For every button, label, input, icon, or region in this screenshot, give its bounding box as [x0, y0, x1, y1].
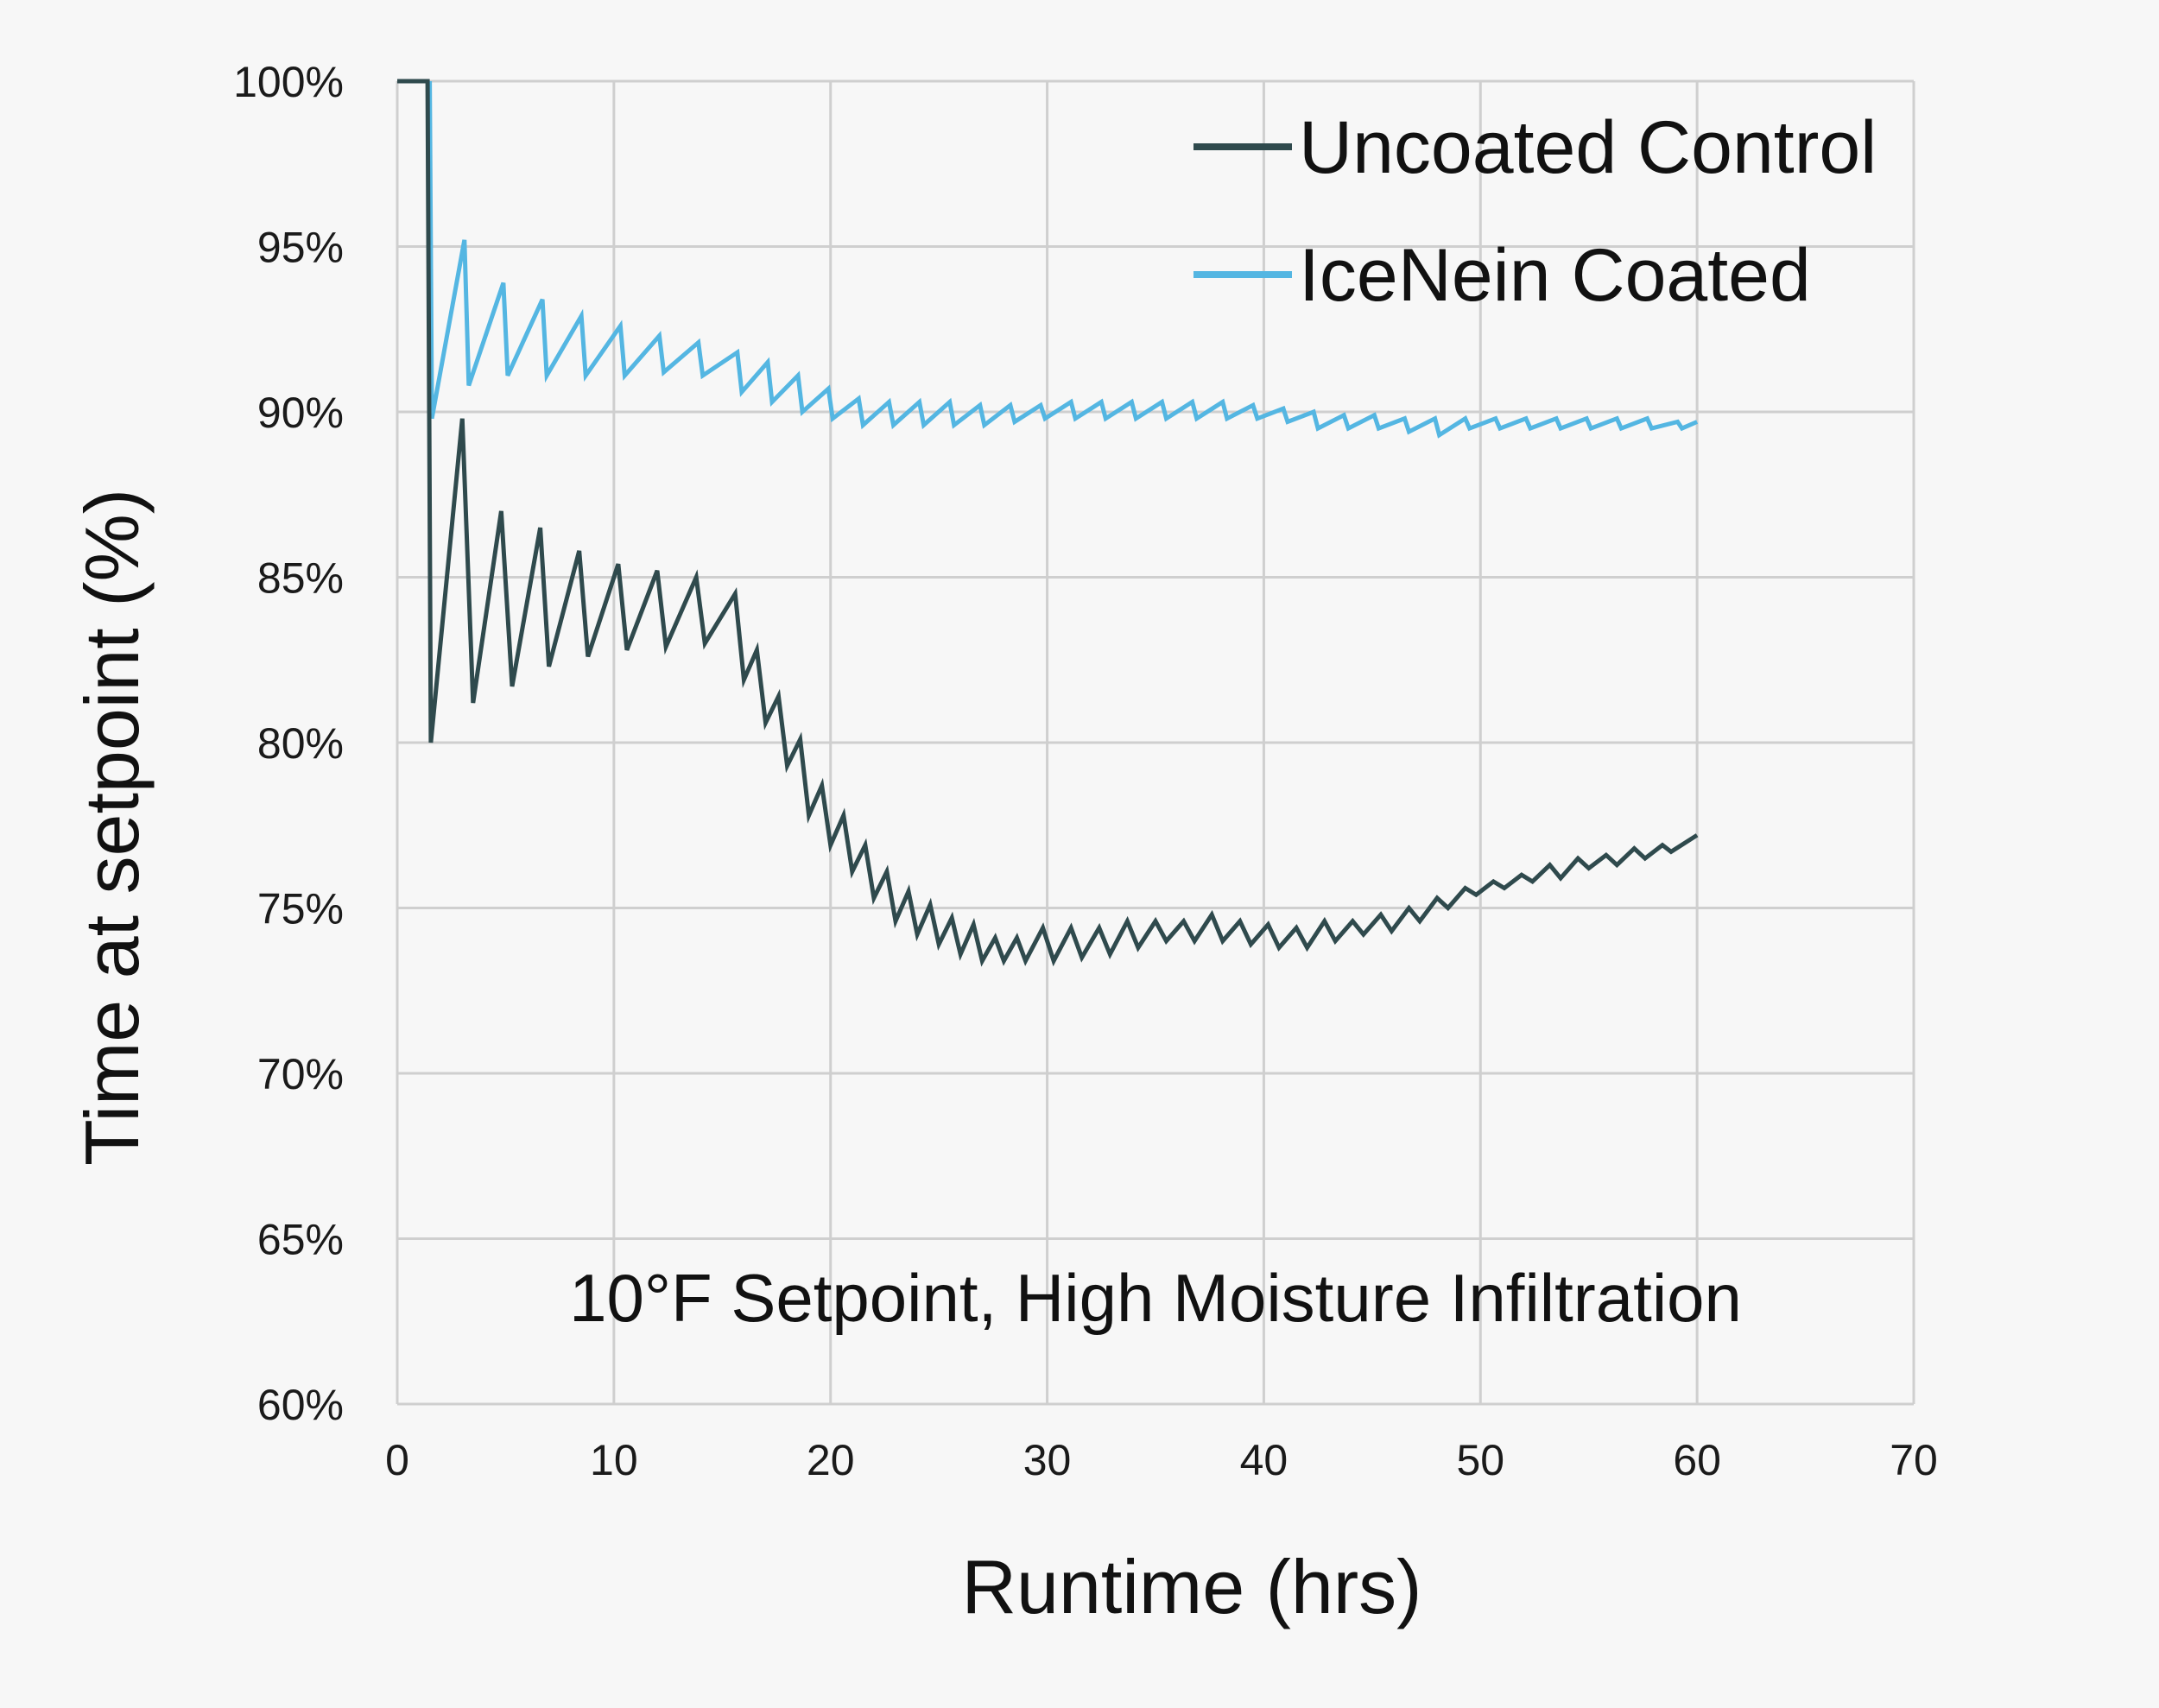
y-tick-label-100: 100% — [233, 58, 344, 106]
x-gridlines — [396, 81, 1915, 1404]
y-tick-label-80: 80% — [257, 719, 344, 768]
x-tick-labels: 0 10 20 30 40 50 60 70 — [385, 1436, 1938, 1484]
x-tick-label-0: 0 — [385, 1436, 409, 1484]
x-tick-label-10: 10 — [590, 1436, 638, 1484]
y-gridlines — [397, 79, 1914, 1406]
series-layer — [397, 79, 1699, 967]
x-tick-label-40: 40 — [1240, 1436, 1288, 1484]
chart-annotation: 10°F Setpoint, High Moisture Infiltratio… — [569, 1260, 1742, 1336]
x-tick-label-50: 50 — [1456, 1436, 1504, 1484]
legend-label-uncoated-control: Uncoated Control — [1299, 106, 1877, 189]
x-axis-title: Runtime (hrs) — [962, 1544, 1422, 1629]
legend: Uncoated Control IceNein Coated — [1193, 106, 1877, 317]
y-tick-label-65: 65% — [257, 1216, 344, 1264]
x-tick-label-30: 30 — [1023, 1436, 1072, 1484]
y-axis-title: Time at setpoint (%) — [69, 489, 155, 1166]
y-tick-labels: 60% 65% 70% 75% 80% 85% 90% 95% 100% — [233, 58, 344, 1429]
x-tick-label-20: 20 — [807, 1436, 855, 1484]
series-line-icenein-coated — [427, 80, 1699, 439]
x-tick-label-70: 70 — [1890, 1436, 1938, 1484]
series-line-uncoated-control — [397, 79, 1699, 967]
y-tick-label-90: 90% — [257, 389, 344, 437]
y-tick-label-75: 75% — [257, 885, 344, 933]
legend-label-icenein-coated: IceNein Coated — [1299, 234, 1811, 317]
x-tick-label-60: 60 — [1673, 1436, 1721, 1484]
y-tick-label-60: 60% — [257, 1381, 344, 1429]
y-tick-label-85: 85% — [257, 554, 344, 603]
y-tick-label-70: 70% — [257, 1050, 344, 1098]
y-tick-label-95: 95% — [257, 224, 344, 272]
